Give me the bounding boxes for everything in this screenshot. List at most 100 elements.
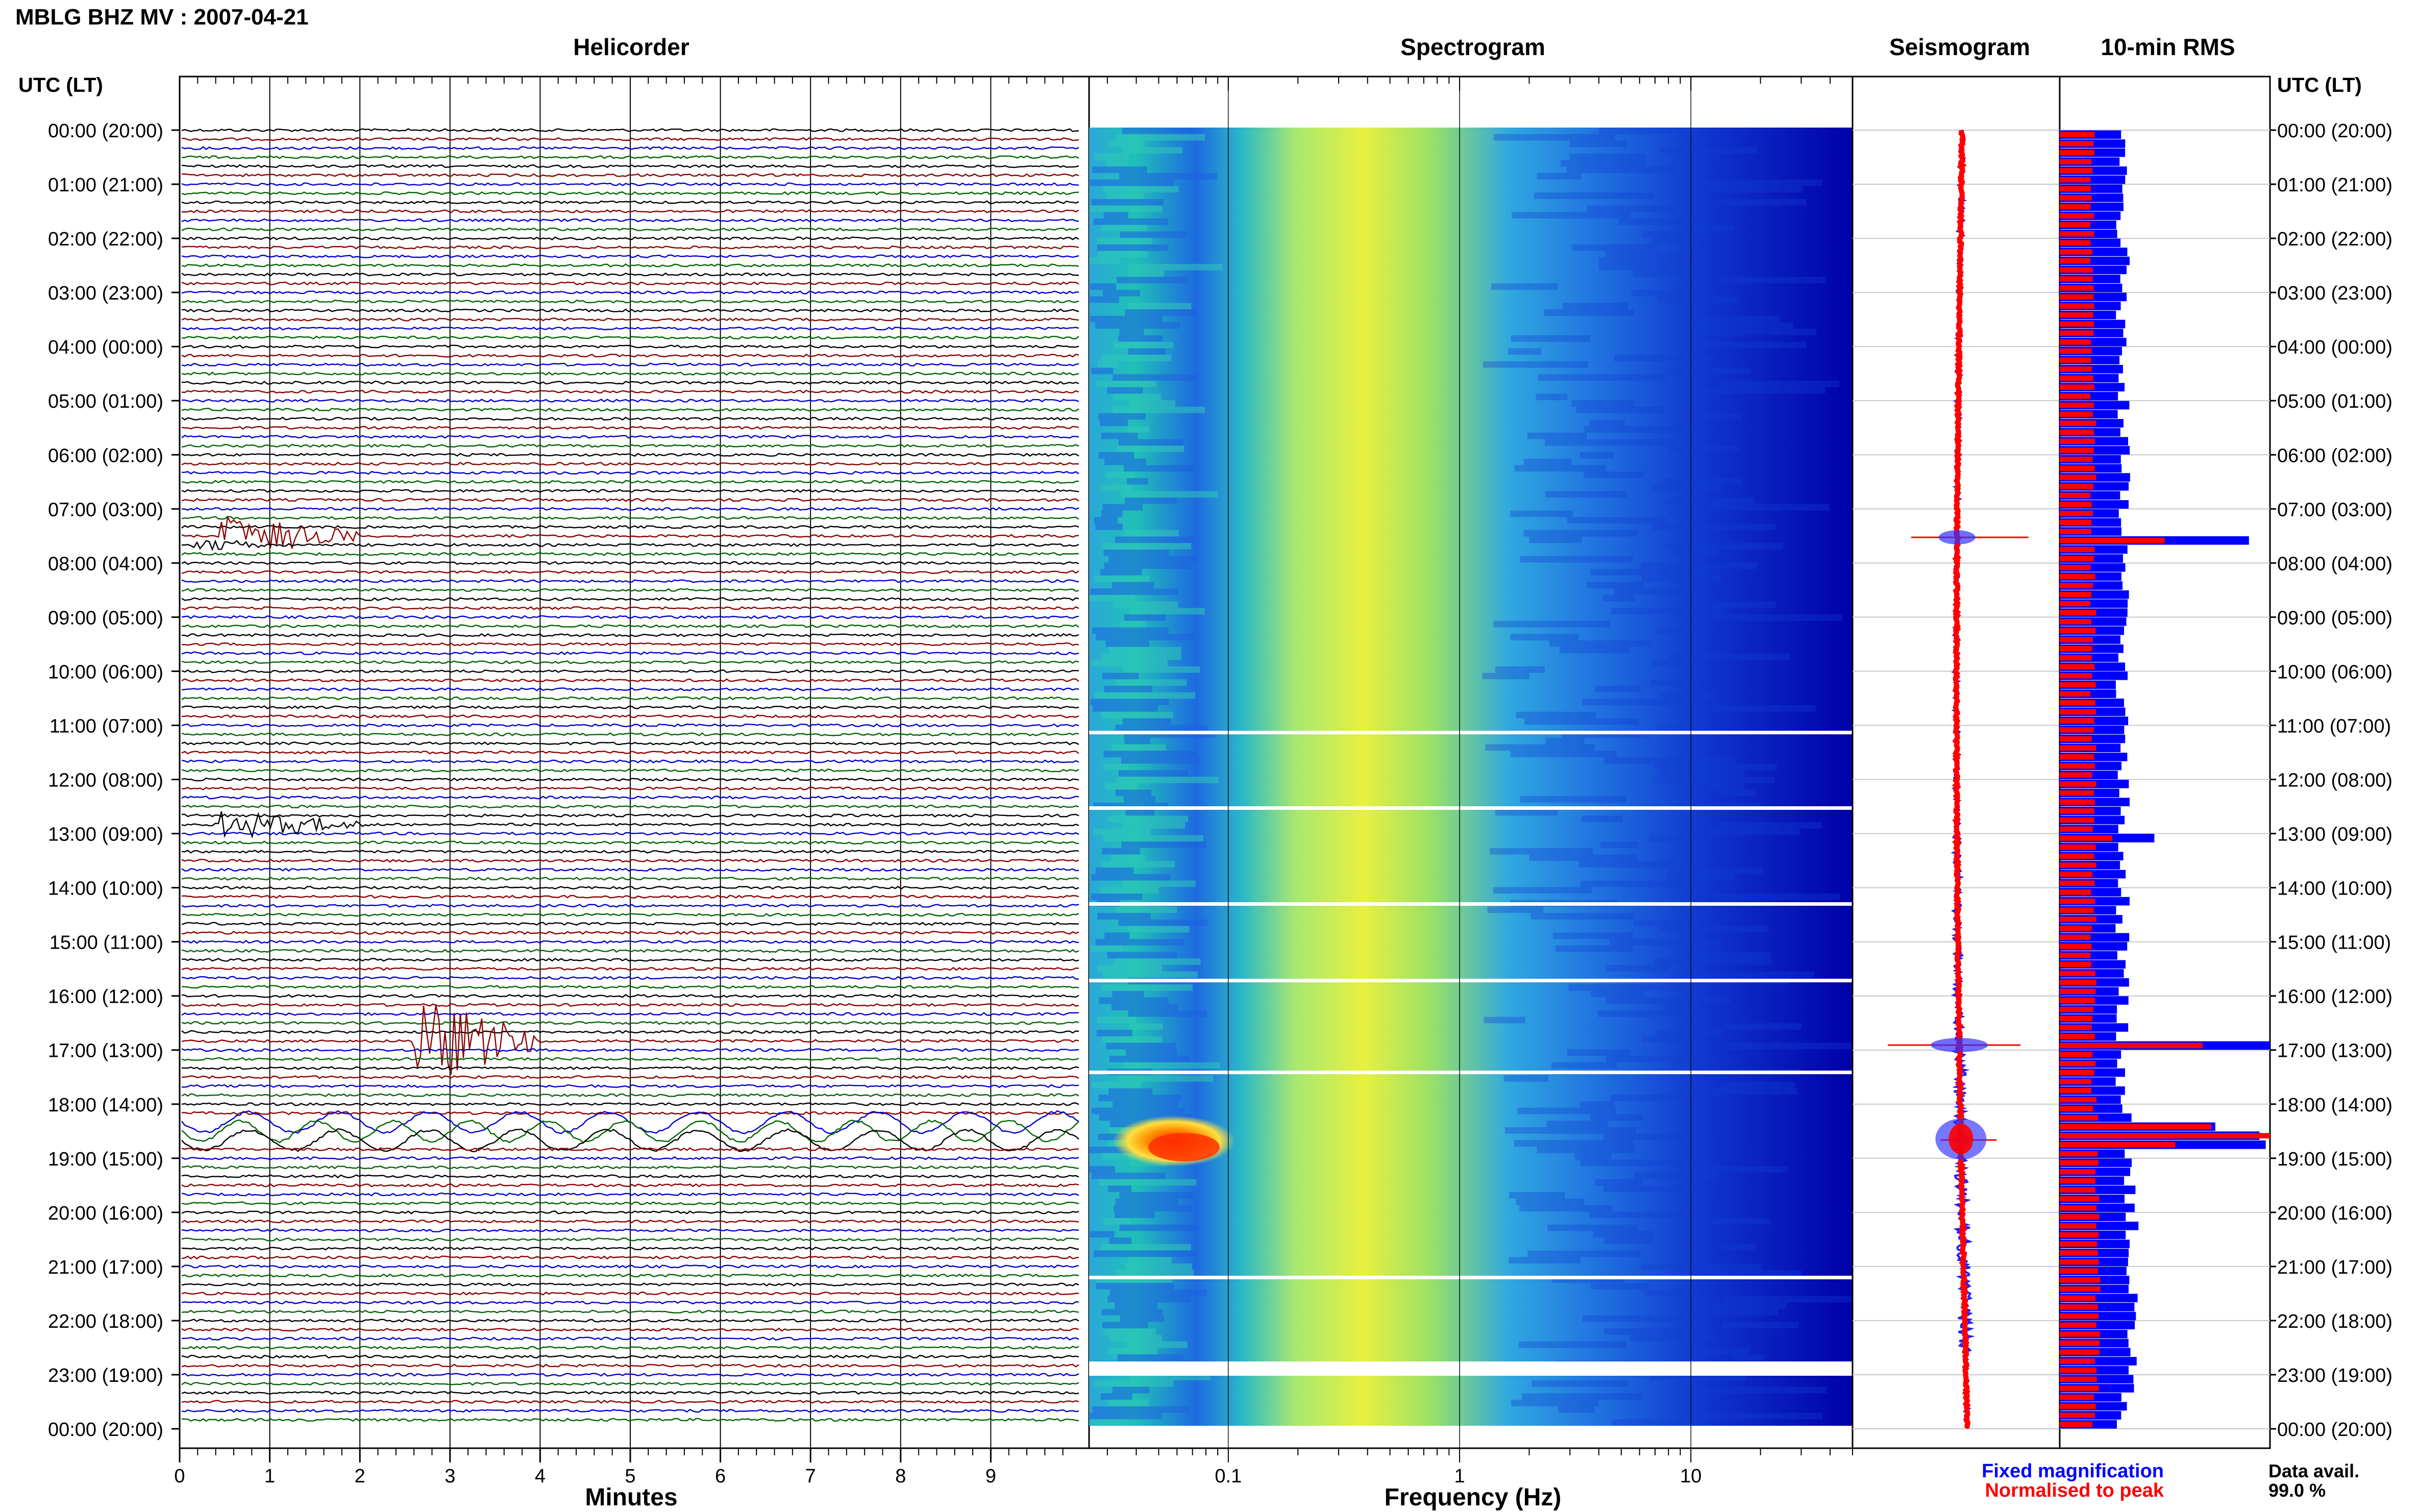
x-tick-label: 1 [264,1466,275,1487]
rms-bar-normalised [2060,736,2092,742]
helicorder-trace [181,615,1079,619]
spectrogram-texture [1495,809,1558,816]
spectrogram-texture [1102,504,1143,511]
helicorder-trace [181,470,1079,475]
spectrogram-hot-core [1148,1133,1220,1161]
time-label-left: 04:00 (00:00) [48,337,163,358]
rms-bar-normalised [2060,1241,2097,1247]
spectrogram-texture [1552,932,1633,939]
time-label-right: 08:00 (04:00) [2277,553,2392,575]
spectrogram-texture [1101,1309,1163,1316]
spectrogram-texture [1101,653,1182,660]
rms-bar-normalised [2060,1367,2097,1373]
spectrogram-texture [1107,1296,1191,1303]
spectrogram-texture [1118,919,1208,926]
rms-bar-normalised [2060,348,2092,354]
rms-bar-normalised [2060,510,2093,516]
spectrogram-texture [1100,711,1174,718]
spectrogram-texture [1482,673,1529,680]
spectrogram-texture [1572,244,1658,251]
spectrogram-texture [1125,809,1155,816]
spectrogram-x-axis: 0.1 1 10 [1106,77,1853,1487]
spectrogram-texture [1090,315,1163,323]
rms-bar-normalised [2060,862,2096,868]
spectrogram-texture [1115,789,1152,797]
spectrogram-texture [1119,329,1144,336]
spectrogram-texture [1669,549,1718,556]
spectrogram-texture [1094,828,1151,835]
spectrogram-texture [1103,549,1169,556]
rms-bar-normalised [2060,393,2090,399]
spectrogram-texture [1650,238,1699,244]
spectrogram-texture [1642,231,1695,238]
spectrogram-texture [1524,718,1639,725]
spectrogram-texture [1123,796,1156,803]
spectrogram-texture [1129,608,1205,614]
rms-bar-normalised [2060,276,2093,282]
time-label-right: 05:00 (01:00) [2277,391,2392,412]
spectrogram-texture [1117,777,1219,783]
spectrogram-texture [1657,296,1740,303]
rms-bar-normalised [2060,1322,2096,1328]
rms-bar-normalised [2060,835,2112,841]
helicorder-trace [181,561,1079,565]
rms-bar-normalised [2060,1114,2099,1121]
spectrogram-texture [1614,355,1714,361]
spectrogram-texture [1094,692,1196,699]
helicorder-trace [182,380,1079,385]
spectrogram-texture [1099,997,1169,1004]
rms-bar-normalised [2060,944,2092,949]
helicorder-trace [181,435,1079,439]
spectrogram-texture [1111,1004,1178,1010]
spectrogram-texture [1549,640,1652,647]
spectrogram-texture [1491,283,1558,290]
spectrogram-texture [1098,251,1148,258]
helicorder-trace [181,489,1079,493]
helicorder-trace [181,850,1079,854]
helicorder-trace [181,750,1079,755]
spectrogram-texture [1696,329,1817,336]
time-label-right: 00:00 (20:00) [2277,1419,2392,1441]
rms-bar-normalised [2060,961,2091,968]
spectrogram-texture [1118,770,1188,777]
spectrogram-texture [1595,685,1641,692]
helicorder-trace [181,570,1079,574]
helicorder-trace [181,1111,1079,1116]
helicorder-trace [181,804,1079,809]
spectrogram-texture [1710,783,1744,790]
rms-bar-normalised [2060,754,2094,760]
time-label-right: 02:00 (22:00) [2277,229,2392,250]
spectrogram-texture [1590,1114,1643,1121]
spectrogram-texture [1551,1062,1617,1069]
spectrogram-texture [1686,952,1771,959]
x-tick-label: 9 [985,1466,996,1487]
rms-bar-normalised [2060,141,2094,146]
time-label-left: 12:00 (08:00) [48,770,163,791]
spectrogram-texture [1519,1205,1613,1212]
helicorder-trace [182,1066,1079,1070]
spectrogram-texture [1102,848,1141,855]
spectrogram-texture [1701,1386,1827,1394]
spectrogram-texture [1605,757,1736,764]
helicorder-trace [181,1408,1079,1413]
spectrogram-title: Spectrogram [1400,34,1545,60]
data-gap [1089,1361,1853,1376]
helicorder-trace [181,1391,1079,1395]
spectrogram-texture [1109,647,1181,654]
rms-bar-normalised [2060,808,2094,814]
spectrogram-texture [1545,439,1673,446]
spectrogram-grid [1227,77,1692,1448]
helicorder-trace [181,552,1079,556]
time-label-left: 11:00 (07:00) [50,715,163,737]
rms-bar-normalised [2060,1331,2101,1337]
time-label-right: 03:00 (23:00) [2277,283,2392,304]
spectrogram-texture [1104,458,1146,465]
time-label-right: 21:00 (17:00) [2277,1257,2392,1278]
rms-bar-normalised [2060,853,2094,859]
helicorder-trace [181,245,1079,250]
helicorder-panel [179,76,1090,1449]
spectrogram-texture [1722,1244,1756,1251]
time-label-left: 02:00 (22:00) [48,229,163,250]
spectrogram-texture [1511,1400,1599,1406]
spectrogram-texture [1578,861,1674,868]
